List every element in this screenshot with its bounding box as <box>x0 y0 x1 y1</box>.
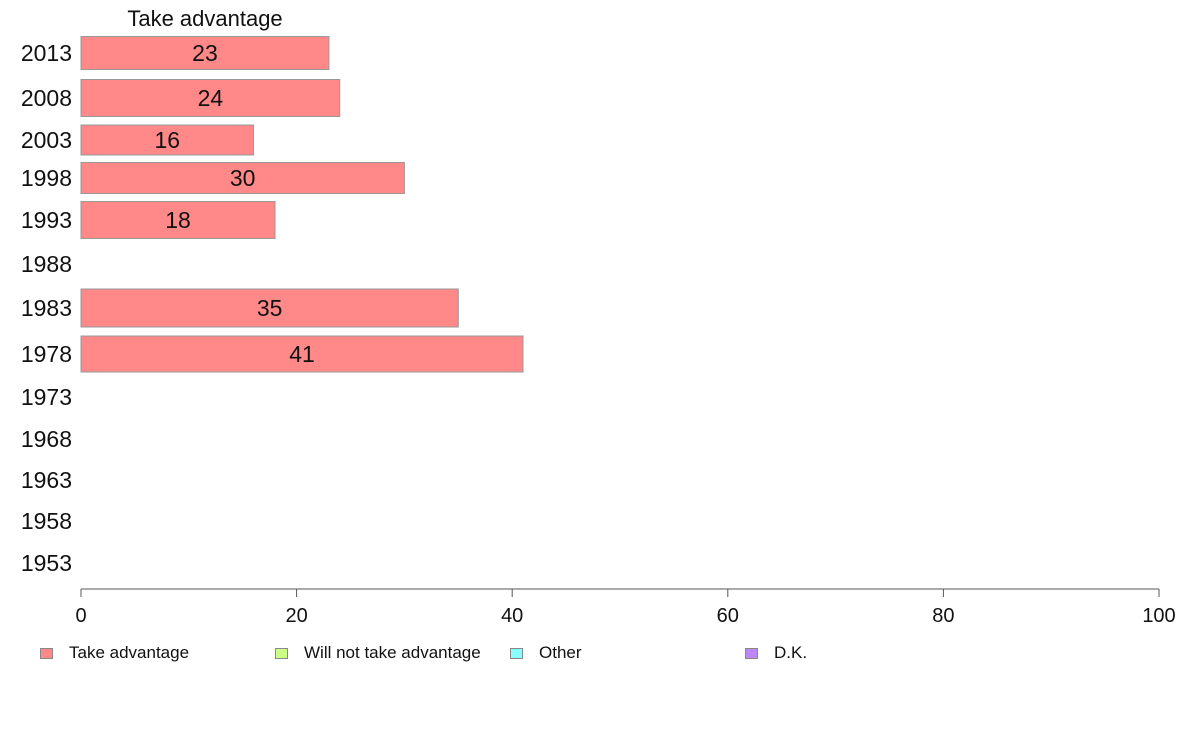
legend-label-take-advantage: Take advantage <box>69 643 190 662</box>
year-label-1973: 1973 <box>21 384 72 410</box>
bars-layer <box>80 36 524 373</box>
bar-1983 <box>80 288 459 328</box>
year-label-1988: 1988 <box>21 251 72 277</box>
legend-label-dk: D.K. <box>774 643 808 662</box>
bar-2003 <box>80 124 254 156</box>
year-label-1968: 1968 <box>21 426 72 452</box>
value-label-2003: 16 <box>154 127 180 153</box>
x-tick-label-60: 60 <box>717 605 739 627</box>
x-axis: 0 20 40 60 80 100 <box>75 588 1176 627</box>
bar-1978 <box>80 335 524 373</box>
bar-2008 <box>80 79 341 117</box>
value-label-1983: 35 <box>257 295 283 321</box>
bar-1998 <box>80 162 405 194</box>
year-label-1963: 1963 <box>21 467 72 493</box>
x-tick-label-40: 40 <box>501 605 523 627</box>
value-label-1978: 41 <box>289 341 315 367</box>
year-label-1953: 1953 <box>21 550 72 576</box>
chart-title: Take advantage <box>127 6 282 31</box>
x-tick-label-20: 20 <box>285 605 307 627</box>
legend-label-other: Other <box>539 643 582 662</box>
legend-item-will-not-take-advantage: Will not take advantage <box>275 643 481 663</box>
value-label-2013: 23 <box>192 40 218 66</box>
value-label-1993: 18 <box>165 207 191 233</box>
legend-item-dk: D.K. <box>745 643 807 663</box>
year-label-1998: 1998 <box>21 165 72 191</box>
year-labels: 2013 2008 2003 1998 1993 1988 1983 1978 1973 1968… <box>21 40 72 576</box>
bar-2013 <box>80 36 330 70</box>
bar-chart: Take advantage 2013 2008 2003 1998 1993 1988 1… <box>21 6 1176 627</box>
bar-1993 <box>80 201 276 239</box>
year-label-1993: 1993 <box>21 207 72 233</box>
x-tick-label-100: 100 <box>1142 605 1175 627</box>
x-tick-label-0: 0 <box>75 605 86 627</box>
legend-label-will-not-take-advantage: Will not take advantage <box>304 643 481 662</box>
year-label-1958: 1958 <box>21 508 72 534</box>
legend-swatch-other <box>510 647 523 659</box>
year-label-1983: 1983 <box>21 295 72 321</box>
year-label-2013: 2013 <box>21 40 72 66</box>
legend-swatch-dk <box>745 647 758 659</box>
year-label-1978: 1978 <box>21 341 72 367</box>
legend-swatch-take-advantage <box>40 647 53 659</box>
legend: Take advantage Will not take advantage O… <box>0 643 1188 663</box>
legend-swatch-will-not-take-advantage <box>275 647 288 659</box>
year-label-2008: 2008 <box>21 85 72 111</box>
legend-item-other: Other <box>510 643 582 663</box>
year-label-2003: 2003 <box>21 127 72 153</box>
value-label-2008: 24 <box>198 85 224 111</box>
value-label-1998: 30 <box>230 165 256 191</box>
legend-item-take-advantage: Take advantage <box>40 643 189 663</box>
x-tick-label-80: 80 <box>932 605 954 627</box>
